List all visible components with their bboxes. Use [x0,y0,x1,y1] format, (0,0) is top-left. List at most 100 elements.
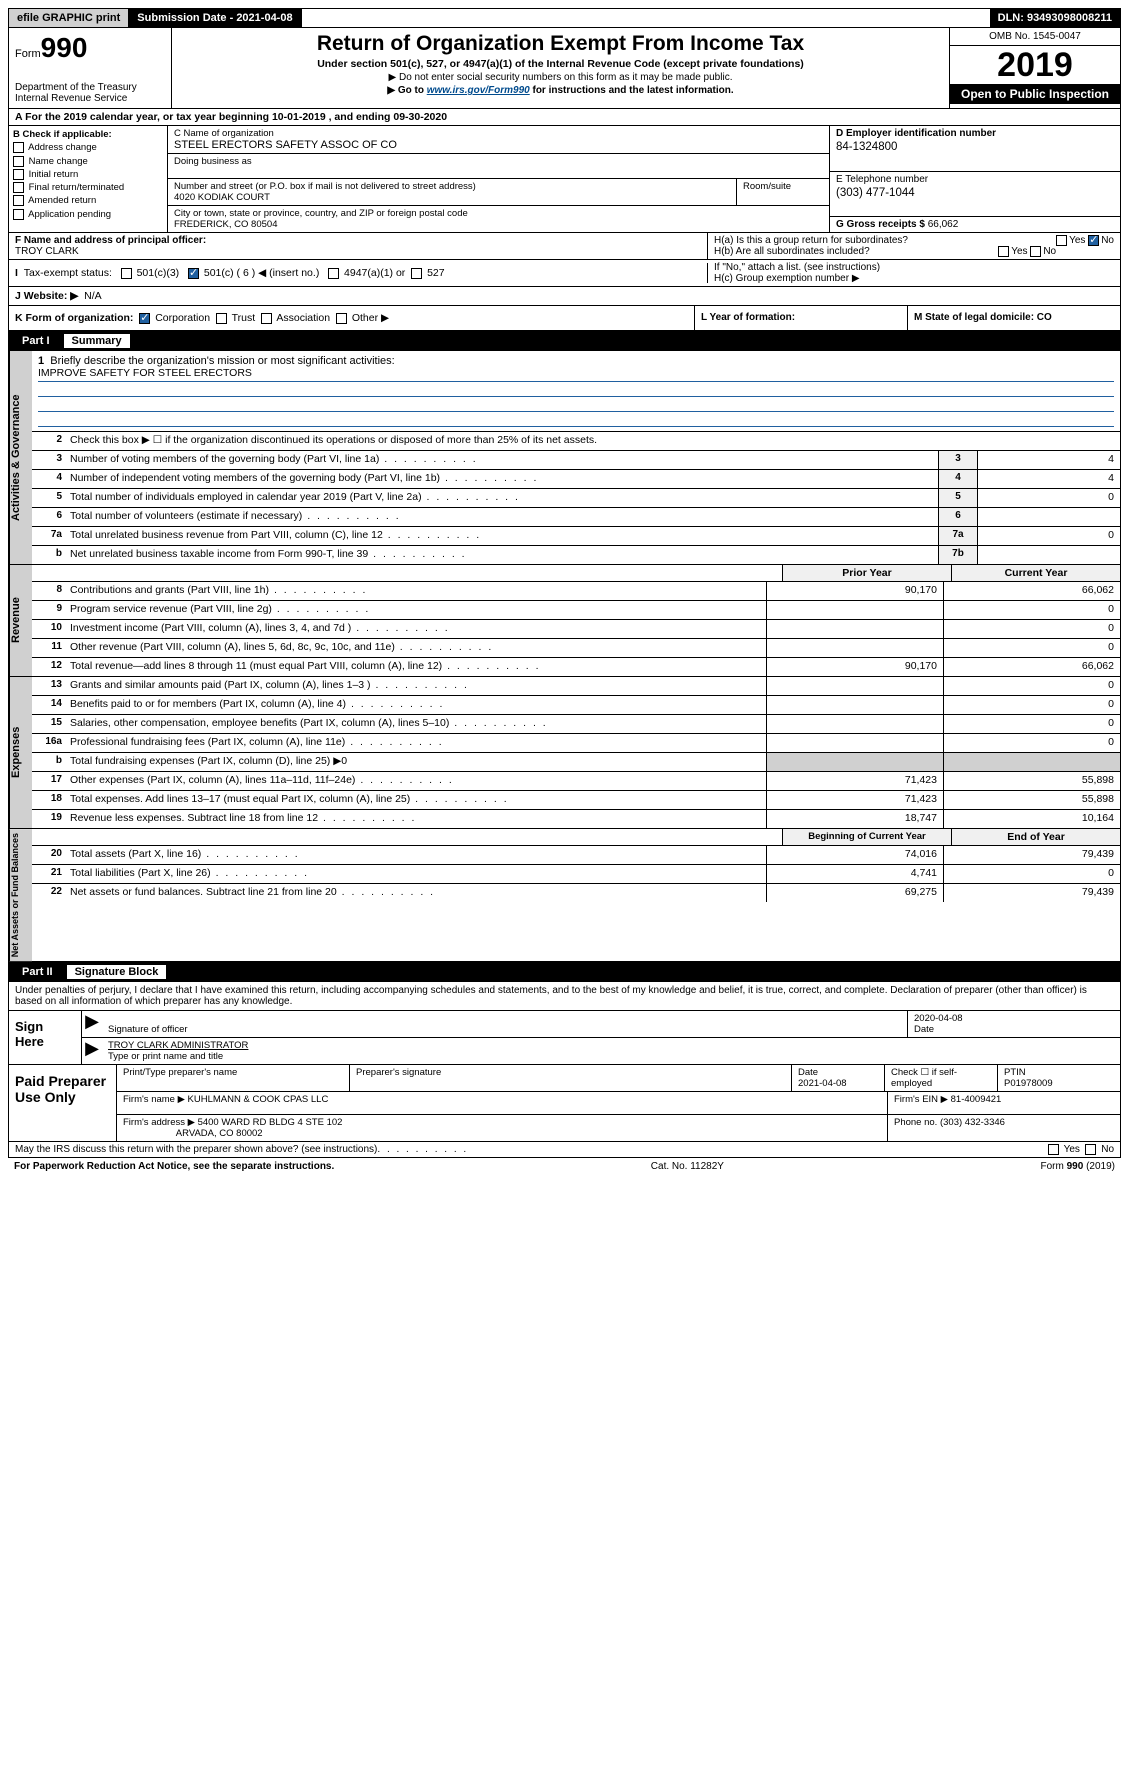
firm-addr2: ARVADA, CO 80002 [176,1128,263,1139]
prep-date: 2021-04-08 [798,1078,847,1089]
hdr-prior-year: Prior Year [782,565,951,581]
side-label-expenses: Expenses [9,677,32,828]
chk-527[interactable] [411,268,422,279]
declaration-text: Under penalties of perjury, I declare th… [8,982,1121,1011]
submission-date: Submission Date - 2021-04-08 [129,9,301,27]
col-deg: D Employer identification number 84-1324… [830,126,1120,232]
line-16a: 16a Professional fundraising fees (Part … [32,734,1120,753]
open-public-badge: Open to Public Inspection [950,84,1120,104]
org-name: STEEL ERECTORS SAFETY ASSOC OF CO [174,139,397,151]
dln: DLN: 93493098008211 [990,9,1120,27]
row-a-tax-period: A For the 2019 calendar year, or tax yea… [8,109,1121,126]
firm-phone: (303) 432-3346 [940,1117,1005,1128]
dba-label: Doing business as [174,156,252,167]
section-revenue: Revenue Prior Year Current Year 8 Contri… [8,565,1121,677]
chk-trust[interactable] [216,313,227,324]
part-2-title: Signature Block [67,965,167,979]
chk-501c3[interactable] [121,268,132,279]
formation-label: L Year of formation: [701,312,795,323]
chk-app-pending[interactable] [13,209,24,220]
line-b: b Total fundraising expenses (Part IX, c… [32,753,1120,772]
efile-button[interactable]: efile GRAPHIC print [9,9,129,27]
mission-value: IMPROVE SAFETY FOR STEEL ERECTORS [38,367,1114,382]
row-klm: K Form of organization: Corporation Trus… [8,306,1121,331]
ein-value: 84-1324800 [836,141,1114,153]
chk-name-change[interactable] [13,156,24,167]
form-number: 990 [41,32,88,63]
officer-name: TROY CLARK [15,246,79,257]
row-a-text: For the 2019 calendar year, or tax year … [25,111,447,123]
section-expenses: Expenses 13 Grants and similar amounts p… [8,677,1121,829]
line-15: 15 Salaries, other compensation, employe… [32,715,1120,734]
discuss-row: May the IRS discuss this return with the… [8,1142,1121,1158]
city-label: City or town, state or province, country… [174,208,468,219]
line-5: 5 Total number of individuals employed i… [32,489,1120,508]
line-10: 10 Investment income (Part VIII, column … [32,620,1120,639]
prep-date-cell: Date2021-04-08 [792,1065,885,1091]
line-19: 19 Revenue less expenses. Subtract line … [32,810,1120,828]
sign-block: Sign Here ▶ Signature of officer 2020-04… [8,1011,1121,1065]
cat-number: Cat. No. 11282Y [651,1161,724,1172]
chk-ha-no[interactable] [1088,235,1099,246]
chk-501c[interactable] [188,268,199,279]
tax-status-left: I Tax-exempt status: 501(c)(3) 501(c) ( … [9,263,708,283]
row-k-label: K Form of organization: [15,312,133,324]
firm-name: KUHLMANN & COOK CPAS LLC [188,1094,329,1105]
firm-ein: 81-4009421 [951,1094,1002,1105]
part-2-header: Part II Signature Block [8,962,1121,982]
chk-hb-yes[interactable] [998,246,1009,257]
chk-corporation[interactable] [139,313,150,324]
header-right: OMB No. 1545-0047 2019 Open to Public In… [950,28,1120,108]
line-3: 3 Number of voting members of the govern… [32,451,1120,470]
row-tax-status: I Tax-exempt status: 501(c)(3) 501(c) ( … [8,260,1121,287]
col-m-domicile: M State of legal domicile: CO [908,306,1120,330]
tax-status-right: If "No," attach a list. (see instruction… [708,260,1120,286]
chk-initial-return[interactable] [13,169,24,180]
line-4: 4 Number of independent voting members o… [32,470,1120,489]
form-ref: Form 990 (2019) [1041,1161,1115,1172]
firm-addr1: 5400 WARD RD BLDG 4 STE 102 [198,1117,343,1128]
line-1-text: Briefly describe the organization's miss… [50,355,394,367]
line-20: 20 Total assets (Part X, line 16) 74,016… [32,846,1120,865]
section-net-assets: Net Assets or Fund Balances Beginning of… [8,829,1121,962]
chk-discuss-yes[interactable] [1048,1144,1059,1155]
firm-phone-cell: Phone no. (303) 432-3346 [888,1115,1120,1141]
chk-final-return[interactable] [13,182,24,193]
chk-discuss-no[interactable] [1085,1144,1096,1155]
part-2-label: Part II [16,964,59,980]
header-mid: Return of Organization Exempt From Incom… [172,28,950,108]
preparer-sig-hdr: Preparer's signature [350,1065,792,1091]
top-bar: efile GRAPHIC print Submission Date - 20… [8,8,1121,28]
dept-label: Department of the TreasuryInternal Reven… [15,82,165,104]
mission-blank-2 [38,397,1114,412]
chk-address-change[interactable] [13,142,24,153]
chk-association[interactable] [261,313,272,324]
net-header-row: Beginning of Current Year End of Year [32,829,1120,846]
domicile-label: M State of legal domicile: CO [914,312,1052,323]
ptin-cell: PTINP01978009 [998,1065,1120,1091]
phone-label: E Telephone number [836,174,928,185]
self-employed-chk[interactable]: Check ☐ if self-employed [885,1065,998,1091]
chk-4947[interactable] [328,268,339,279]
line-7a: 7a Total unrelated business revenue from… [32,527,1120,546]
line-11: 11 Other revenue (Part VIII, column (A),… [32,639,1120,658]
line-2-text: Check this box ▶ ☐ if the organization d… [66,432,1120,450]
gross-receipts-value: 66,062 [928,219,959,230]
line-22: 22 Net assets or fund balances. Subtract… [32,884,1120,902]
irs-link[interactable]: www.irs.gov/Form990 [427,85,530,96]
chk-amended[interactable] [13,195,24,206]
line-9: 9 Program service revenue (Part VIII, li… [32,601,1120,620]
header-left: Form990 Department of the TreasuryIntern… [9,28,172,108]
line-13: 13 Grants and similar amounts paid (Part… [32,677,1120,696]
chk-hb-no[interactable] [1030,246,1041,257]
chk-other[interactable] [336,313,347,324]
mission-blank-1 [38,382,1114,397]
chk-ha-yes[interactable] [1056,235,1067,246]
sign-here-label: Sign Here [9,1011,82,1064]
hdr-end: End of Year [951,829,1120,845]
hb-note: If "No," attach a list. (see instruction… [714,262,880,273]
form-note-1: ▶ Do not enter social security numbers o… [180,72,941,83]
section-governance: Activities & Governance 1 Briefly descri… [8,351,1121,565]
signature-field[interactable]: Signature of officer [102,1011,907,1037]
firm-ein-cell: Firm's EIN ▶ 81-4009421 [888,1092,1120,1114]
